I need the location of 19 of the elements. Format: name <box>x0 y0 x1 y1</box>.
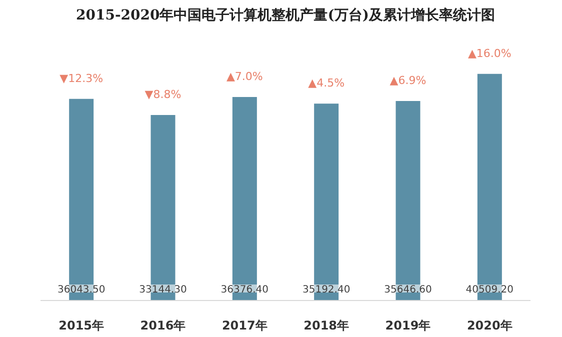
x-tick-label: 2015年 <box>58 318 104 332</box>
annotation: ▼12.3% <box>60 72 104 85</box>
chart-title: 2015-2020年中国电子计算机整机产量(万台)及累计增长率统计图 <box>76 6 496 24</box>
annotation: ▲7.0% <box>226 70 263 83</box>
data-label: 36376.40 <box>220 284 269 296</box>
x-tick-label: 2020年 <box>466 318 512 332</box>
data-label: 36043.50 <box>57 284 106 296</box>
annotation: ▲4.5% <box>308 76 345 90</box>
data-label: 35646.60 <box>384 284 432 296</box>
x-tick-label: 2018年 <box>304 318 350 332</box>
annotation: ▲6.9% <box>390 74 426 88</box>
data-label: 33144.30 <box>139 284 187 296</box>
data-label: 40509.20 <box>466 284 514 296</box>
annotation: ▼8.8% <box>144 88 182 102</box>
x-tick-label: 2017年 <box>222 318 268 332</box>
data-label: 35192.40 <box>302 284 350 296</box>
x-tick-label: 2016年 <box>140 318 186 332</box>
text: ▲16.0% <box>468 46 512 60</box>
x-tick-label: 2019年 <box>385 318 431 332</box>
